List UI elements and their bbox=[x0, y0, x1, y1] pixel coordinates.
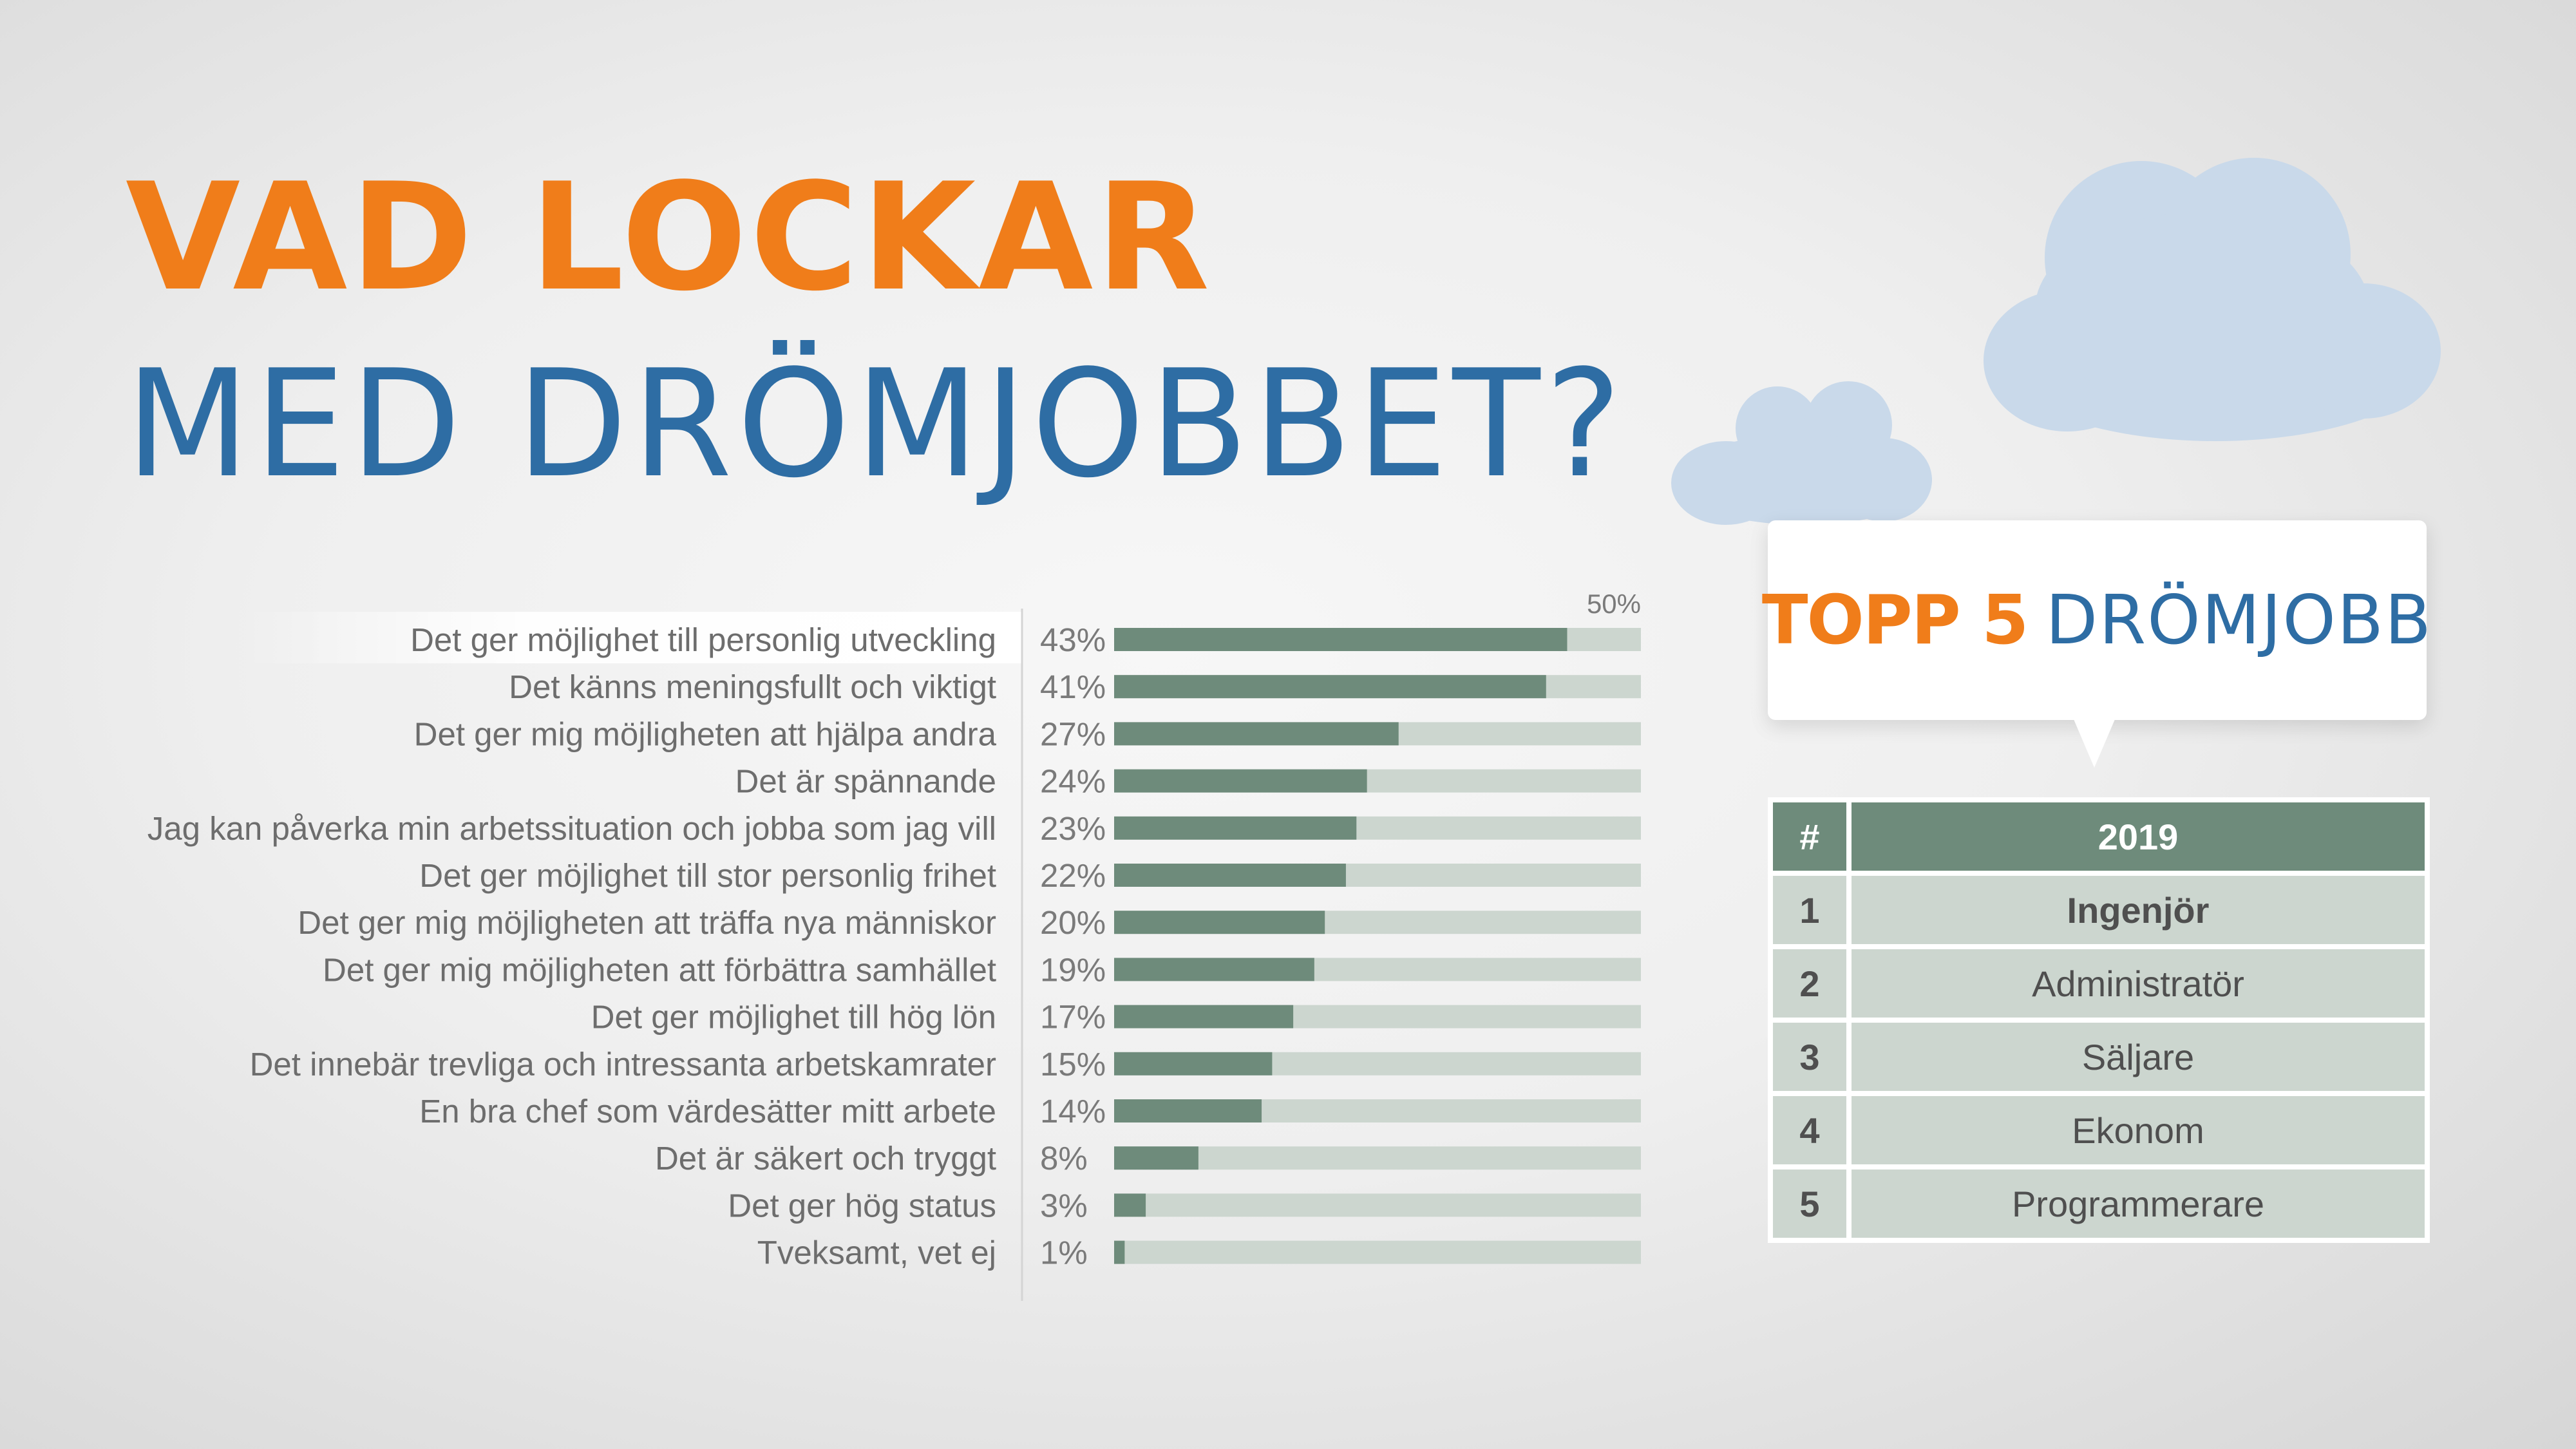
job-name: Programmerare bbox=[1852, 1170, 2425, 1238]
bar bbox=[1114, 722, 1399, 746]
rank-number: 1 bbox=[1773, 876, 1846, 944]
category-label: Det ger möjlighet till stor personlig fr… bbox=[419, 857, 996, 894]
category-label: Det känns meningsfullt och viktigt bbox=[509, 668, 996, 705]
bar bbox=[1114, 1099, 1262, 1122]
rank-number: 4 bbox=[1773, 1096, 1846, 1164]
bar-track bbox=[1114, 1193, 1641, 1217]
category-label: Det är säkert och tryggt bbox=[655, 1140, 996, 1177]
rank-number: 5 bbox=[1773, 1170, 1846, 1238]
category-label: Jag kan påverka min arbetssituation och … bbox=[147, 810, 996, 847]
category-label: Det ger möjlighet till hög lön bbox=[591, 999, 996, 1036]
value-label: 1% bbox=[1040, 1235, 1088, 1271]
rank-number: 3 bbox=[1773, 1023, 1846, 1091]
bar bbox=[1114, 1052, 1273, 1075]
header-year: 2019 bbox=[1852, 802, 2425, 871]
table-header-row: # 2019 bbox=[1773, 802, 2425, 871]
bar bbox=[1114, 769, 1367, 793]
rank-number: 2 bbox=[1773, 949, 1846, 1018]
bar bbox=[1114, 675, 1546, 699]
top5-bold-text: TOPP 5 bbox=[1761, 581, 2029, 659]
bar-track bbox=[1114, 1240, 1641, 1264]
value-label: 15% bbox=[1040, 1046, 1106, 1083]
category-label: Det ger mig möjligheten att hjälpa andra bbox=[414, 715, 997, 752]
value-label: 43% bbox=[1040, 621, 1106, 658]
value-label: 19% bbox=[1040, 951, 1106, 988]
value-label: 8% bbox=[1040, 1140, 1088, 1177]
table-row: 1 Ingenjör bbox=[1773, 876, 2425, 944]
bar bbox=[1114, 816, 1357, 840]
value-label: 20% bbox=[1040, 904, 1106, 941]
category-label: Tveksamt, vet ej bbox=[757, 1235, 996, 1271]
job-name: Säljare bbox=[1852, 1023, 2425, 1091]
first-row-highlight bbox=[245, 612, 1022, 663]
table-row: 3 Säljare bbox=[1773, 1023, 2425, 1091]
job-name: Administratör bbox=[1852, 949, 2425, 1018]
bar bbox=[1114, 1005, 1294, 1028]
bar bbox=[1114, 1240, 1125, 1264]
category-label: Det ger hög status bbox=[728, 1187, 996, 1224]
bar bbox=[1114, 1146, 1198, 1170]
bar bbox=[1114, 911, 1325, 934]
job-name: Ekonom bbox=[1852, 1096, 2425, 1164]
callout-tail bbox=[2074, 719, 2115, 768]
value-label: 17% bbox=[1040, 999, 1106, 1036]
bar bbox=[1114, 958, 1314, 981]
bar bbox=[1114, 628, 1567, 651]
top5-callout: TOPP 5 DRÖMJOBB bbox=[1762, 520, 2431, 720]
title-line-2: MED DRÖMJOBBET? bbox=[126, 339, 1627, 511]
value-label: 41% bbox=[1040, 668, 1106, 705]
top5-callout-title: TOPP 5 DRÖMJOBB bbox=[1762, 520, 2431, 720]
bar bbox=[1114, 864, 1346, 887]
value-label: 22% bbox=[1040, 857, 1106, 894]
table-row: 4 Ekonom bbox=[1773, 1096, 2425, 1164]
header-rank: # bbox=[1773, 802, 1846, 871]
category-label: Det ger mig möjligheten att träffa nya m… bbox=[298, 904, 996, 941]
value-label: 27% bbox=[1040, 715, 1106, 752]
top5-ranking-table: # 2019 1 Ingenjör 2 Administratör 3 Sälj… bbox=[1768, 797, 2430, 1243]
value-label: 23% bbox=[1040, 810, 1106, 847]
table-row: 5 Programmerare bbox=[1773, 1170, 2425, 1238]
category-label: Det ger mig möjligheten att förbättra sa… bbox=[323, 951, 996, 988]
table-row: 2 Administratör bbox=[1773, 949, 2425, 1018]
category-label: Det innebär trevliga och intressanta arb… bbox=[250, 1046, 996, 1083]
job-name: Ingenjör bbox=[1852, 876, 2425, 944]
category-label: En bra chef som värdesätter mitt arbete bbox=[419, 1093, 996, 1130]
title-line-1: VAD LOCKAR bbox=[126, 152, 1213, 324]
bar-track bbox=[1114, 1146, 1641, 1170]
value-label: 3% bbox=[1040, 1187, 1088, 1224]
value-label: 14% bbox=[1040, 1093, 1106, 1130]
bar bbox=[1114, 1193, 1146, 1217]
category-label: Det är spännande bbox=[735, 763, 996, 800]
top5-light-text: DRÖMJOBB bbox=[2045, 581, 2433, 659]
value-label: 24% bbox=[1040, 763, 1106, 800]
axis-max-label: 50% bbox=[1587, 589, 1641, 619]
category-label: Det ger möjlighet till personlig utveckl… bbox=[410, 621, 996, 658]
